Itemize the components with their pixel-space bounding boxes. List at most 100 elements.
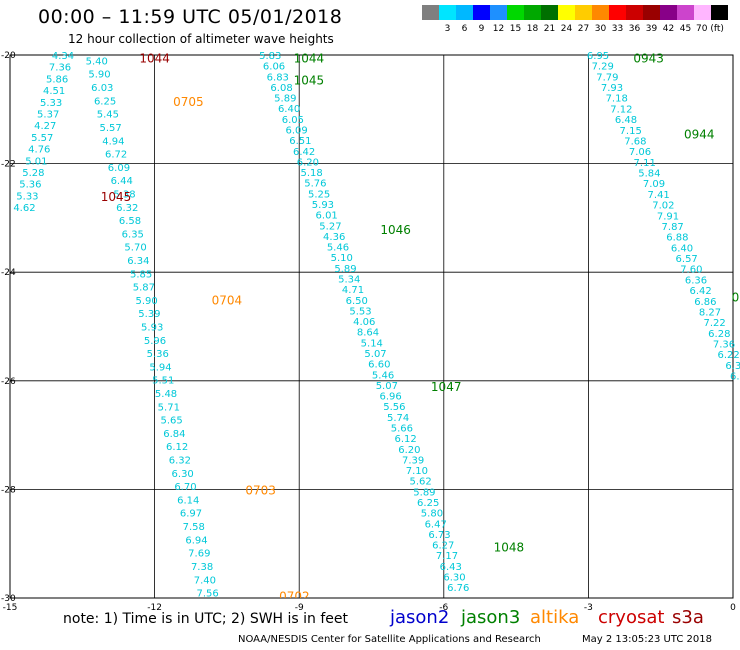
wave-height-value: 4.62 bbox=[13, 203, 35, 214]
wave-height-value: 6.03 bbox=[91, 83, 113, 94]
wave-height-value: 5.90 bbox=[88, 70, 110, 81]
wave-height-value: 5.70 bbox=[124, 243, 146, 254]
wave-height-value: 6.34 bbox=[127, 256, 149, 267]
wave-height-value: 6.42 bbox=[690, 286, 712, 297]
wave-height-value: 7.09 bbox=[643, 179, 665, 190]
wave-height-value: 8.27 bbox=[699, 307, 721, 318]
wave-height-value: 5.93 bbox=[312, 200, 334, 211]
wave-height-value: 6.25 bbox=[94, 96, 116, 107]
footnote: note: 1) Time is in UTC; 2) SWH is in fe… bbox=[63, 611, 349, 627]
wave-height-value: 5.07 bbox=[364, 349, 386, 360]
wave-height-value: 5.83 bbox=[259, 51, 281, 62]
wave-height-value: 6.27 bbox=[432, 541, 454, 552]
wave-height-value: 5.80 bbox=[421, 509, 443, 520]
wave-height-value: 5.76 bbox=[304, 179, 326, 190]
scale-label: 27 bbox=[577, 24, 590, 34]
wave-height-value: 5.46 bbox=[327, 243, 349, 254]
wave-height-value: 6.47 bbox=[425, 519, 447, 530]
y-tick-label: -20 bbox=[1, 51, 16, 61]
wave-height-value: 7.12 bbox=[610, 104, 632, 115]
scale-swatch bbox=[626, 5, 643, 20]
scale-label: 21 bbox=[543, 24, 556, 34]
wave-height-value: 7.40 bbox=[194, 575, 216, 586]
wave-height-value: 5.48 bbox=[155, 389, 177, 400]
wave-height-value: 5.86 bbox=[46, 74, 68, 85]
wave-height-value: 5.93 bbox=[141, 323, 163, 334]
scale-swatch bbox=[694, 5, 711, 20]
scale-swatch bbox=[524, 5, 541, 20]
x-tick-label: -6 bbox=[439, 603, 448, 613]
scale-label: 18 bbox=[526, 24, 539, 34]
legend-jason3: jason3 bbox=[461, 607, 521, 628]
wave-height-value: 6.60 bbox=[368, 360, 390, 371]
wave-height-value: 6.95 bbox=[587, 51, 609, 62]
wave-height-value: 6.20 bbox=[297, 157, 319, 168]
wave-height-value: 5.27 bbox=[319, 221, 341, 232]
wave-height-value: 5.34 bbox=[338, 274, 360, 285]
wave-height-value: 7.56 bbox=[196, 589, 218, 600]
wave-height-value: 6.70 bbox=[174, 482, 196, 493]
scale-label: 3 bbox=[444, 24, 451, 34]
wave-height-value: 6.76 bbox=[447, 583, 469, 594]
pass-time-label: 1045 bbox=[294, 73, 325, 87]
wave-height-value: 5.39 bbox=[138, 309, 160, 320]
wave-height-value: 4.27 bbox=[34, 121, 56, 132]
wave-height-value: 4.94 bbox=[102, 136, 124, 147]
wave-height-value: 5.01 bbox=[25, 156, 47, 167]
scale-label: 36 bbox=[628, 24, 641, 34]
wave-height-value: 5.36 bbox=[19, 180, 41, 191]
wave-height-value: 7.68 bbox=[624, 136, 646, 147]
pass-time-label: 1044 bbox=[139, 52, 170, 66]
wave-height-value: 5.89 bbox=[413, 487, 435, 498]
pass-time-label: 0705 bbox=[173, 95, 204, 109]
wave-height-value: 5.46 bbox=[372, 370, 394, 381]
generation-timestamp: May 2 13:05:23 UTC 2018 bbox=[582, 634, 712, 645]
y-tick-label: -26 bbox=[1, 377, 16, 387]
scale-label: 6 bbox=[461, 24, 468, 34]
x-tick-label: -3 bbox=[584, 603, 593, 613]
map-subtitle: 12 hour collection of altimeter wave hei… bbox=[68, 32, 334, 46]
wave-height-value: 6.83 bbox=[267, 72, 289, 83]
wave-height-value: 5.28 bbox=[22, 168, 44, 179]
scale-swatch bbox=[643, 5, 660, 20]
pass-time-label: 0704 bbox=[212, 293, 243, 307]
wave-height-value: 6.94 bbox=[185, 535, 207, 546]
wave-height-value: 8.64 bbox=[357, 328, 379, 339]
wave-height-value: 6.30 bbox=[172, 469, 194, 480]
pass-time-label: 1047 bbox=[431, 380, 462, 394]
y-tick-label: -30 bbox=[1, 594, 16, 604]
legend-jason2: jason2 bbox=[390, 607, 450, 628]
wave-height-value: 4.36 bbox=[323, 232, 345, 243]
wave-height-value: 5.36 bbox=[147, 349, 169, 360]
wave-height-value: 4.51 bbox=[43, 86, 65, 97]
wave-height-value: 6.09 bbox=[108, 163, 130, 174]
y-tick-label: -22 bbox=[1, 160, 16, 170]
wave-height-value: 6.28 bbox=[708, 329, 730, 340]
scale-swatch bbox=[541, 5, 558, 20]
wave-height-value: 6.3 bbox=[730, 372, 740, 383]
pass-time-label: 1046 bbox=[380, 223, 411, 237]
wave-height-value: 6.51 bbox=[289, 136, 311, 147]
wave-height-value: 5.85 bbox=[130, 269, 152, 280]
wave-height-value: 7.29 bbox=[592, 62, 614, 73]
wave-height-value: 5.89 bbox=[274, 94, 296, 105]
scale-swatch bbox=[592, 5, 609, 20]
pass-time-label: 0 bbox=[732, 291, 740, 305]
wave-height-value: 5.66 bbox=[391, 423, 413, 434]
wave-height-value: 5.56 bbox=[383, 402, 405, 413]
wave-height-value: 6.36 bbox=[685, 275, 707, 286]
credit-line: NOAA/NESDIS Center for Satellite Applica… bbox=[238, 634, 541, 645]
wave-height-value: 6.84 bbox=[163, 429, 185, 440]
wave-height-value: 6.40 bbox=[278, 104, 300, 115]
track-group: 4.347.365.864.515.335.374.275.574.765.01… bbox=[13, 51, 740, 600]
wave-height-value: 7.38 bbox=[191, 562, 213, 573]
wave-height-value: 7.39 bbox=[402, 455, 424, 466]
scale-swatch bbox=[473, 5, 490, 20]
wave-height-value: 5.65 bbox=[160, 416, 182, 427]
wave-height-value: 6.40 bbox=[671, 243, 693, 254]
wave-height-value: 7.18 bbox=[606, 94, 628, 105]
scale-swatch bbox=[575, 5, 592, 20]
wave-height-value: 6.25 bbox=[417, 498, 439, 509]
wave-height-value: 6.01 bbox=[316, 211, 338, 222]
